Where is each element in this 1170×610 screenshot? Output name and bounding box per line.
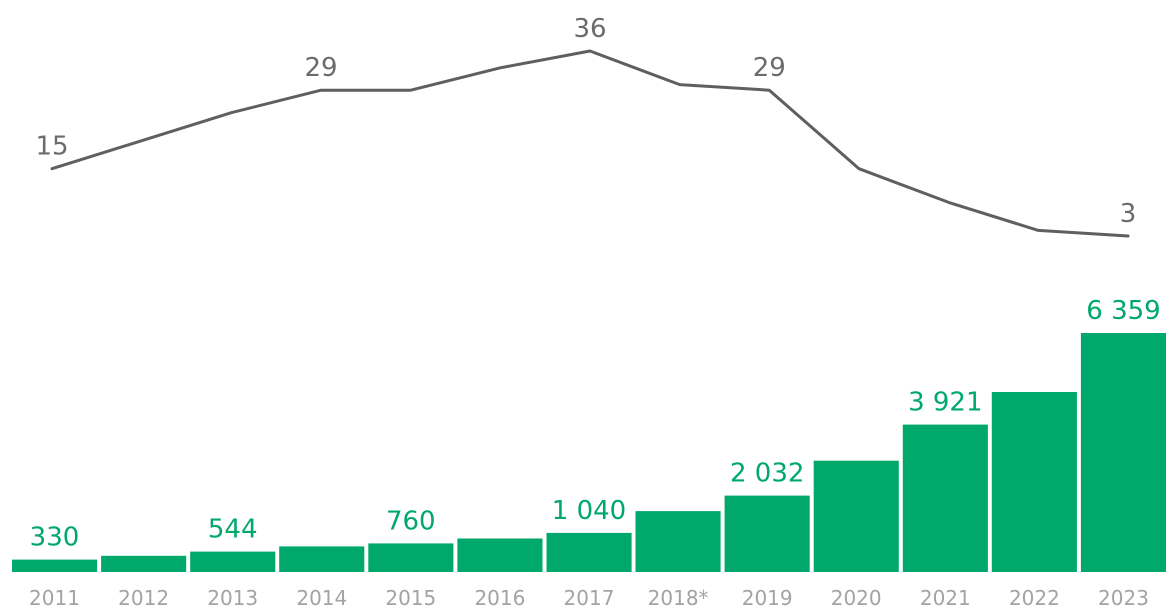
line-series-path	[50, 49, 1130, 238]
x-tick-label: 2013	[207, 586, 258, 610]
bar-data-label: 1 040	[552, 496, 626, 526]
x-tick-label: 2023	[1098, 586, 1149, 610]
line-data-label: 36	[573, 14, 606, 44]
x-tick-label: 2011	[29, 586, 80, 610]
bar	[902, 424, 988, 572]
bar	[635, 511, 721, 572]
bar-data-label: 760	[386, 506, 436, 536]
bar-series: 330 544 760 1 040 2 032 3 921 6 359	[12, 296, 1166, 572]
x-tick-label: 2014	[296, 586, 347, 610]
x-tick-label: 2012	[118, 586, 169, 610]
bar	[279, 546, 365, 572]
bar	[190, 551, 276, 572]
bar	[724, 495, 810, 572]
line-series: 15 29 36 29 3	[35, 14, 1137, 238]
bar	[12, 559, 98, 572]
line-data-label: 29	[753, 53, 786, 83]
x-tick-label: 2018*	[648, 586, 709, 610]
bar-data-label: 6 359	[1086, 296, 1160, 326]
bar-data-label: 2 032	[730, 459, 804, 489]
bar-data-label: 544	[208, 515, 258, 545]
x-tick-label: 2019	[742, 586, 793, 610]
x-axis: 2011 2012 2013 2014 2015 2016 2017 2018* 2019 202…	[29, 586, 1149, 610]
line-data-label: 15	[35, 132, 68, 162]
x-tick-label: 2021	[920, 586, 971, 610]
x-tick-label: 2016	[474, 586, 525, 610]
bar	[101, 555, 187, 572]
line-data-label: 3	[1120, 199, 1137, 229]
bar	[991, 392, 1077, 572]
bar-data-label: 3 921	[908, 388, 982, 418]
bar	[457, 538, 543, 572]
x-tick-label: 2022	[1009, 586, 1060, 610]
bar	[813, 460, 899, 572]
bar-data-label: 330	[30, 523, 80, 553]
line-data-label: 29	[304, 53, 337, 83]
x-tick-label: 2015	[385, 586, 436, 610]
bar	[1080, 333, 1166, 572]
x-tick-label: 2020	[831, 586, 882, 610]
x-tick-label: 2017	[564, 586, 615, 610]
bar	[368, 543, 454, 572]
bar	[546, 532, 632, 572]
